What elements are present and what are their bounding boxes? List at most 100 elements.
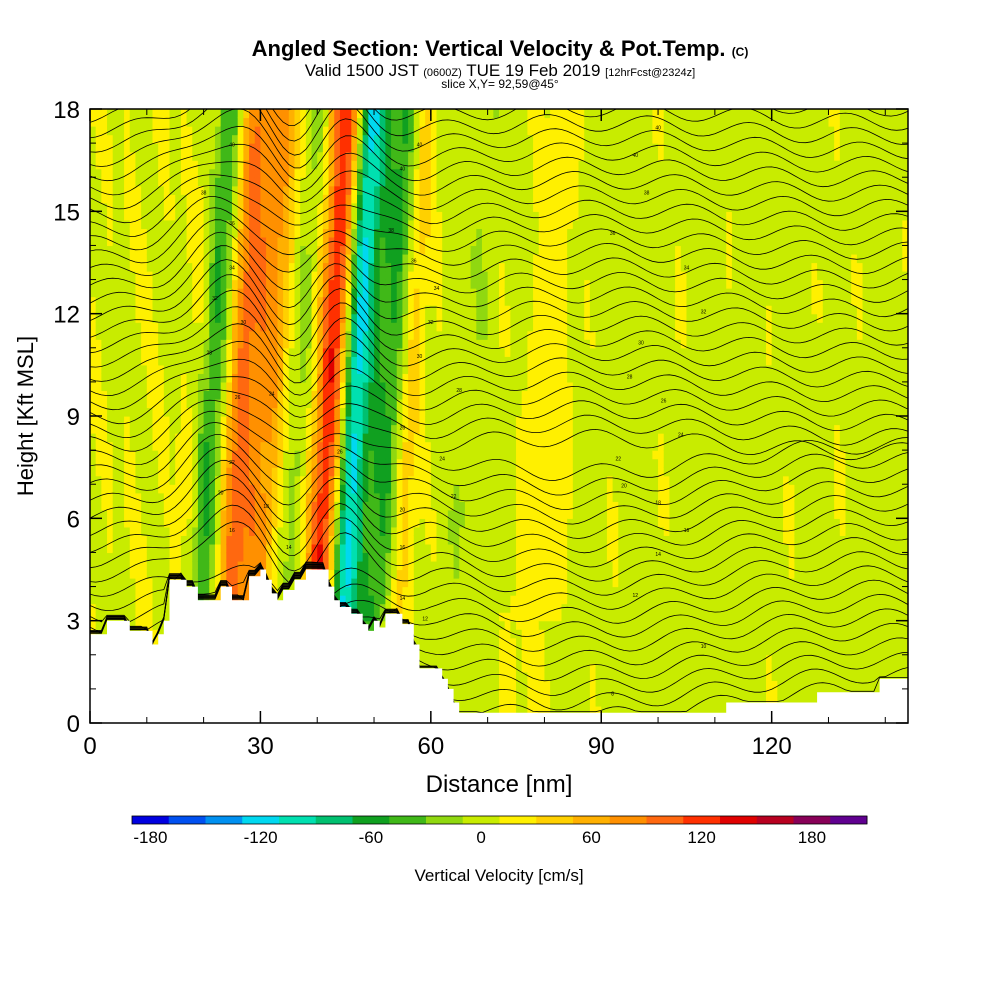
field-cell: [277, 475, 284, 485]
field-cell: [260, 126, 267, 136]
field-cell: [158, 194, 165, 204]
field-cell: [95, 322, 102, 332]
field-cell: [385, 151, 392, 161]
field-cell: [288, 271, 296, 281]
field-cell: [118, 441, 125, 451]
field-cell: [436, 595, 443, 605]
field-cell: [453, 305, 460, 315]
field-cell: [317, 339, 324, 349]
field-cell: [118, 450, 125, 460]
field-cell: [129, 356, 137, 366]
field-cell: [379, 518, 386, 528]
field-cell: [408, 177, 415, 187]
field-cell: [470, 288, 477, 298]
field-cell: [95, 313, 102, 323]
field-cell: [197, 322, 205, 332]
field-cell: [402, 450, 409, 460]
field-cell: [339, 253, 347, 264]
field-cell: [453, 322, 460, 332]
field-cell: [339, 416, 347, 426]
field-cell: [112, 262, 119, 272]
field-cell: [396, 586, 404, 596]
field-cell: [90, 543, 97, 554]
field-cell: [464, 646, 472, 656]
field-cell: [158, 424, 165, 434]
field-cell: [453, 492, 460, 502]
field-cell: [101, 262, 108, 272]
field-cell: [351, 475, 358, 485]
field-cell: [180, 552, 188, 562]
field-cell: [141, 595, 148, 605]
field-cell: [294, 518, 301, 528]
field-cell: [288, 143, 296, 153]
field-cell: [107, 151, 114, 161]
field-cell: [260, 245, 267, 255]
field-cell: [192, 126, 199, 136]
field-cell: [186, 535, 193, 545]
field-cell: [345, 535, 352, 545]
field-cell: [169, 475, 176, 485]
field-cell: [197, 398, 205, 409]
field-cell: [328, 552, 335, 562]
field-cell: [209, 552, 216, 562]
field-cell: [339, 381, 347, 392]
field-cell: [220, 484, 227, 494]
field-cell: [356, 484, 364, 494]
field-cell: [442, 211, 449, 221]
field-cell: [470, 211, 477, 221]
field-cell: [334, 381, 341, 392]
field-cell: [334, 535, 341, 545]
field-cell: [368, 296, 375, 306]
field-cell: [322, 441, 330, 451]
field-cell: [322, 313, 330, 323]
field-cell: [101, 501, 108, 511]
field-cell: [249, 228, 256, 238]
field-cell: [328, 526, 335, 536]
field-cell: [180, 390, 188, 400]
field-cell: [356, 279, 364, 289]
field-cell: [254, 518, 262, 528]
field-cell: [124, 322, 131, 332]
field-cell: [186, 424, 193, 434]
field-cell: [436, 407, 443, 417]
field-cell: [237, 364, 244, 374]
field-cell: [163, 160, 171, 170]
field-cell: [436, 612, 443, 622]
field-cell: [334, 424, 341, 434]
field-cell: [180, 271, 188, 281]
field-cell: [356, 305, 364, 315]
field-cell: [419, 177, 426, 187]
field-cell: [90, 228, 97, 238]
field-cell: [209, 450, 216, 460]
field-cell: [379, 603, 386, 613]
field-cell: [260, 347, 267, 357]
field-cell: [186, 492, 193, 502]
field-cell: [192, 160, 199, 170]
field-cell: [470, 143, 477, 153]
field-cell: [447, 109, 455, 119]
field-cell: [379, 313, 386, 323]
field-cell: [220, 219, 227, 229]
field-cell: [152, 578, 159, 588]
field-cell: [368, 347, 375, 357]
field-cell: [197, 330, 205, 340]
field-cell: [322, 168, 330, 178]
field-cell: [334, 253, 341, 264]
field-cell: [243, 509, 250, 519]
field-cell: [158, 509, 165, 519]
field-cell: [430, 458, 438, 468]
field-cell: [464, 279, 472, 289]
field-cell: [107, 543, 114, 554]
field-cell: [186, 143, 193, 153]
field-cell: [447, 578, 455, 588]
field-cell: [374, 416, 381, 426]
field-cell: [345, 509, 352, 519]
field-cell: [402, 143, 409, 153]
field-cell: [322, 458, 330, 468]
field-cell: [311, 407, 318, 417]
field-cell: [425, 245, 432, 255]
field-cell: [294, 458, 301, 468]
field-cell: [300, 492, 307, 502]
field-cell: [141, 390, 148, 400]
field-cell: [232, 253, 239, 264]
